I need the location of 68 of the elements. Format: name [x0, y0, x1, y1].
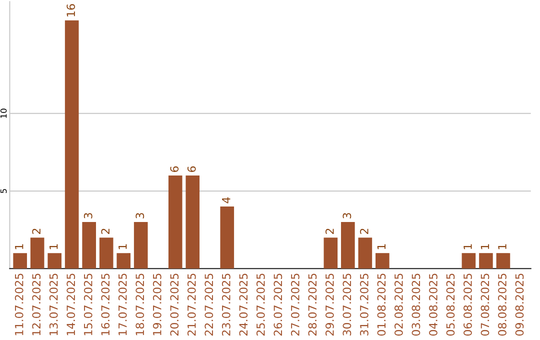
- bar: [220, 206, 234, 269]
- data-label: 1: [498, 244, 506, 250]
- x-tick-label: 12.07.2025: [32, 274, 41, 336]
- x-tick-label: 25.07.2025: [256, 274, 265, 336]
- x-tick-label: 04.08.2025: [429, 274, 438, 336]
- bar: [99, 238, 114, 269]
- bar: [82, 222, 96, 269]
- bar: [186, 175, 200, 269]
- x-tick-label: 09.08.2025: [515, 274, 524, 336]
- x-tick-label: 16.07.2025: [101, 274, 110, 336]
- data-label: 6: [170, 166, 179, 172]
- x-tick-label: 26.07.2025: [274, 274, 282, 336]
- bar: [376, 253, 390, 269]
- bar: [168, 175, 182, 269]
- data-label: 1: [480, 244, 490, 250]
- data-label: 3: [136, 213, 144, 218]
- x-tick-label: 05.08.2025: [446, 274, 455, 336]
- bar: [64, 20, 79, 269]
- data-label: 16: [66, 4, 76, 16]
- x-tick-label: 30.07.2025: [342, 274, 352, 336]
- x-tick-label: 03.08.2025: [412, 274, 420, 336]
- x-tick-label: 23.07.2025: [222, 274, 230, 336]
- x-tick-label: 31.07.2025: [360, 274, 368, 336]
- x-tick-label: 28.07.2025: [308, 274, 317, 336]
- x-tick-label: 06.08.2025: [464, 274, 472, 336]
- y-tick-label: 10: [0, 108, 7, 118]
- data-label: 1: [464, 244, 472, 250]
- data-label: 6: [187, 166, 196, 172]
- x-tick-label: 13.07.2025: [49, 274, 58, 336]
- bar: [341, 222, 355, 269]
- data-label: 1: [377, 244, 386, 250]
- y-tick-label: 5: [0, 189, 7, 194]
- bar: [479, 253, 493, 269]
- data-label: 3: [342, 213, 352, 218]
- x-tick-label: 02.08.2025: [394, 274, 403, 336]
- x-tick-label: 15.07.2025: [84, 274, 92, 336]
- x-tick-label: 18.07.2025: [136, 274, 144, 336]
- x-tick-label: 07.08.2025: [480, 274, 490, 336]
- x-tick-label: 20.07.2025: [170, 274, 179, 336]
- x-tick-label: 22.07.2025: [204, 274, 214, 336]
- x-tick-label: 27.07.2025: [290, 274, 300, 336]
- x-tick-label: 08.08.2025: [498, 274, 506, 336]
- data-label: 2: [32, 228, 40, 234]
- data-label: 2: [360, 228, 368, 234]
- data-label: 2: [325, 228, 334, 234]
- x-tick-label: 21.07.2025: [187, 274, 196, 336]
- bar: [48, 253, 62, 269]
- x-tick-label: 14.07.2025: [66, 274, 76, 336]
- bar: [496, 253, 510, 269]
- x-tick-label: 19.07.2025: [152, 274, 162, 336]
- x-tick-label: 11.07.2025: [14, 274, 24, 336]
- data-label: 1: [50, 244, 58, 250]
- bar: [134, 222, 148, 269]
- data-label: 1: [118, 244, 127, 250]
- bar: [13, 253, 27, 269]
- x-tick-label: 29.07.2025: [325, 274, 334, 336]
- x-tick-label: 24.07.2025: [239, 274, 248, 336]
- data-label: 4: [222, 197, 230, 204]
- x-tick-label: 01.08.2025: [377, 274, 386, 336]
- data-label: 2: [101, 228, 110, 234]
- x-tick-label: 17.07.2025: [118, 274, 127, 336]
- data-label: 3: [84, 213, 92, 218]
- bar: [358, 238, 372, 269]
- bar: [462, 253, 476, 269]
- bar: [30, 238, 44, 269]
- bar: [324, 238, 338, 269]
- data-label: 1: [15, 244, 24, 250]
- bar: [116, 253, 131, 269]
